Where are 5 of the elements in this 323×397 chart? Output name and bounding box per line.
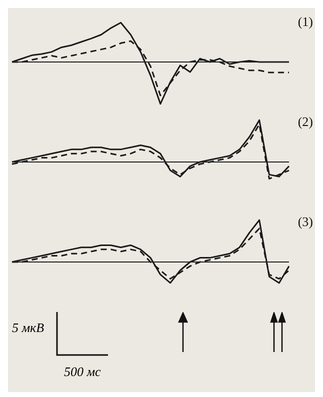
text: (3) xyxy=(298,214,313,229)
text: (2) xyxy=(298,114,313,129)
text: 5 мкВ xyxy=(12,320,44,336)
text: (1) xyxy=(298,14,313,29)
text: 500 мс xyxy=(64,364,101,380)
